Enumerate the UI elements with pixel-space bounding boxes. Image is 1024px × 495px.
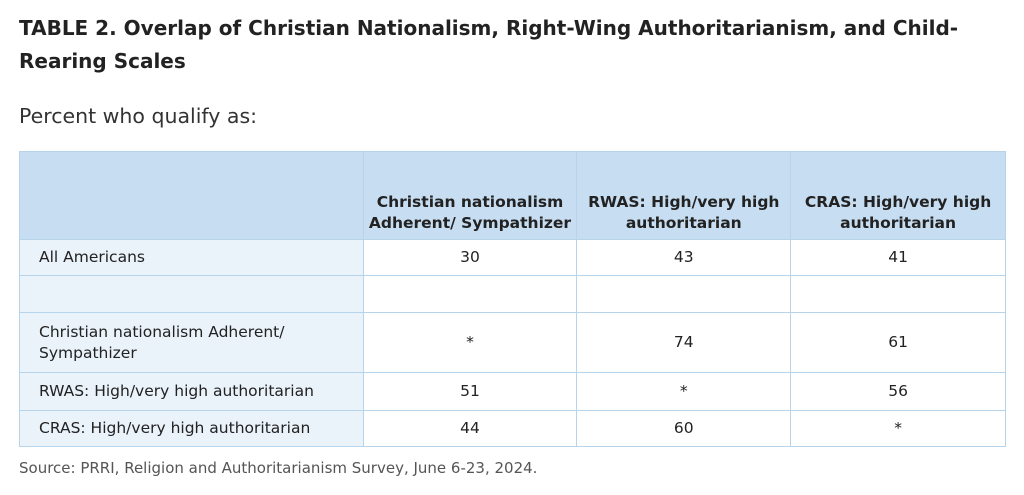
- table-row-rwas: RWAS: High/very high authoritarian 51 * …: [19, 372, 1006, 411]
- table-cell: 60: [576, 410, 792, 447]
- table-cell: 61: [790, 312, 1006, 373]
- table-header-row: Christian nationalism Adherent/ Sympathi…: [19, 151, 1006, 240]
- table-row-christian-nationalism: Christian nationalism Adherent/ Sympathi…: [19, 312, 1006, 373]
- table-cell: 44: [362, 410, 578, 447]
- table-cell: *: [576, 372, 792, 411]
- table-row-cras: CRAS: High/very high authoritarian 44 60…: [19, 410, 1006, 447]
- table-cell: [362, 275, 578, 313]
- row-label: RWAS: High/very high authoritarian: [19, 372, 364, 411]
- row-label: All Americans: [19, 239, 364, 276]
- table-row-spacer: [19, 275, 1006, 313]
- header-cras: CRAS: High/very high authoritarian: [790, 151, 1006, 240]
- table-cell: 51: [362, 372, 578, 411]
- table-cell: [790, 275, 1006, 313]
- table-cell: [576, 275, 792, 313]
- table-cell: 30: [362, 239, 578, 276]
- table-cell: 41: [790, 239, 1006, 276]
- row-label: [19, 275, 364, 313]
- source-note: Source: PRRI, Religion and Authoritarian…: [19, 459, 538, 477]
- header-christian-nationalism: Christian nationalism Adherent/ Sympathi…: [362, 151, 578, 240]
- header-corner-cell: [19, 151, 364, 240]
- row-label: CRAS: High/very high authoritarian: [19, 410, 364, 447]
- table-subtitle: Percent who qualify as:: [19, 104, 258, 128]
- overlap-table: Christian nationalism Adherent/ Sympathi…: [19, 151, 1006, 447]
- header-rwas: RWAS: High/very high authoritarian: [576, 151, 792, 240]
- table-title: TABLE 2. Overlap of Christian Nationalis…: [19, 16, 959, 73]
- table-row-all-americans: All Americans 30 43 41: [19, 239, 1006, 276]
- table-cell: *: [790, 410, 1006, 447]
- row-label: Christian nationalism Adherent/ Sympathi…: [19, 312, 364, 373]
- table-cell: 43: [576, 239, 792, 276]
- table-cell: 74: [576, 312, 792, 373]
- table-cell: 56: [790, 372, 1006, 411]
- table-cell: *: [362, 312, 578, 373]
